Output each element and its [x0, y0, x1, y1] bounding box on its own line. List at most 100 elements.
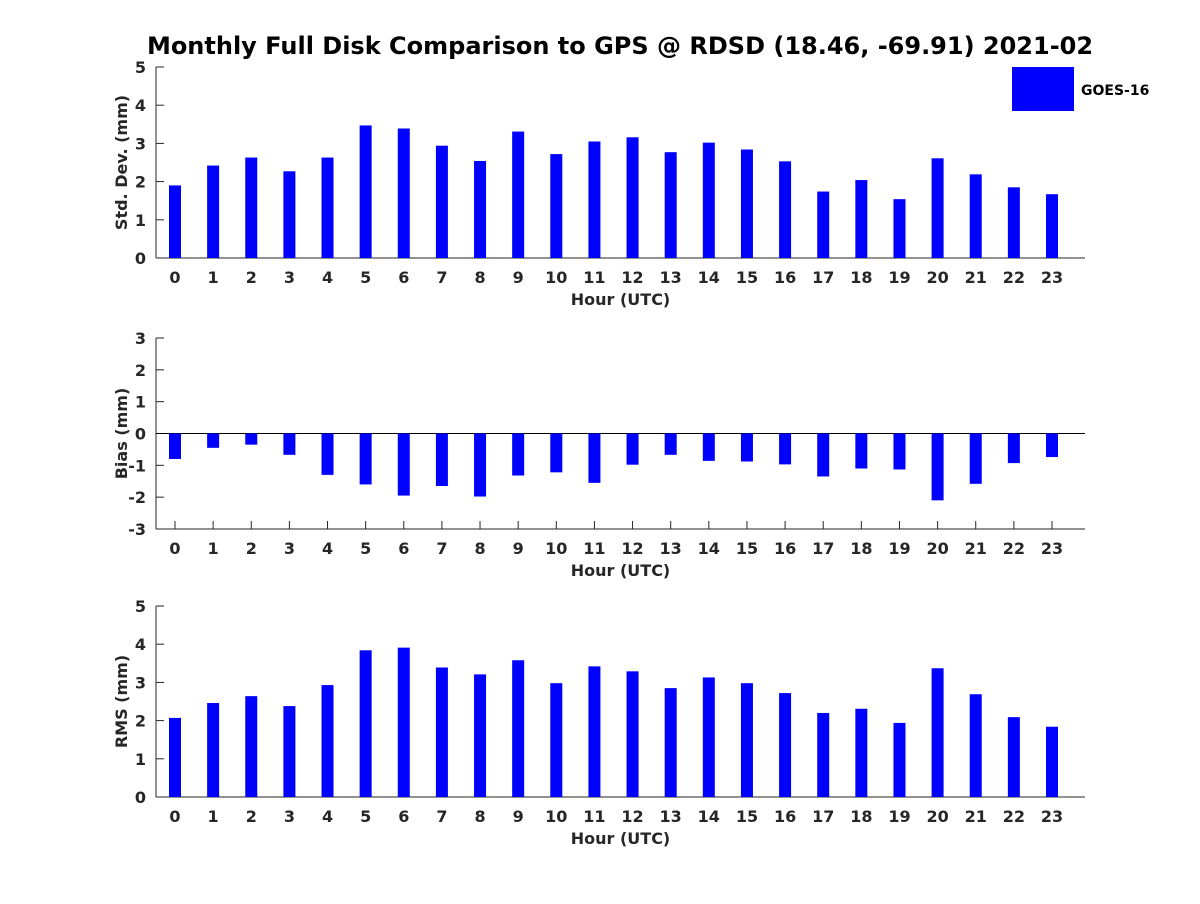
bar — [359, 433, 372, 485]
bar — [893, 433, 906, 470]
bar — [474, 433, 487, 497]
x-tick-label: 20 — [926, 268, 948, 287]
bar — [245, 433, 258, 445]
bar — [817, 191, 830, 258]
bar — [207, 703, 220, 797]
bar — [1007, 433, 1020, 464]
x-tick-label: 1 — [208, 807, 219, 826]
bar — [969, 433, 982, 484]
bar — [474, 674, 487, 797]
x-tick-label: 21 — [965, 807, 987, 826]
x-tick-label: 17 — [812, 807, 834, 826]
legend-label: GOES-16 — [1081, 83, 1149, 99]
x-tick-label: 14 — [698, 268, 720, 287]
bar — [359, 125, 372, 258]
bar — [550, 683, 563, 797]
y-tick-label: 1 — [135, 750, 146, 769]
x-tick-label: 15 — [736, 268, 758, 287]
x-tick-label: 23 — [1041, 539, 1063, 558]
x-tick-label: 3 — [284, 539, 295, 558]
bar — [855, 433, 868, 469]
bar — [626, 137, 639, 258]
bar — [931, 433, 944, 501]
x-tick-label: 14 — [698, 539, 720, 558]
x-tick-label: 21 — [965, 539, 987, 558]
y-tick-label: 4 — [135, 635, 146, 654]
bar — [1007, 717, 1020, 797]
y-tick-label: -3 — [128, 520, 146, 539]
x-tick-label: 4 — [322, 539, 333, 558]
x-tick-label: 2 — [246, 539, 257, 558]
y-axis-label: Bias (mm) — [112, 388, 131, 480]
bar — [435, 433, 448, 487]
bar — [702, 433, 715, 461]
bar — [169, 185, 181, 258]
x-tick-label: 5 — [360, 807, 371, 826]
x-tick-label: 13 — [660, 807, 682, 826]
legend: GOES-16 — [1012, 67, 1149, 111]
x-tick-label: 7 — [436, 268, 447, 287]
y-tick-label: 3 — [135, 329, 146, 348]
x-tick-label: 10 — [545, 539, 567, 558]
x-tick-label: 7 — [436, 539, 447, 558]
bar — [283, 706, 296, 797]
bar — [169, 717, 181, 797]
bar — [321, 685, 334, 797]
x-tick-label: 3 — [284, 268, 295, 287]
bar — [969, 174, 982, 258]
bar — [664, 688, 677, 797]
x-tick-label: 11 — [583, 807, 605, 826]
bar — [550, 433, 563, 473]
bar — [588, 666, 601, 797]
bar — [397, 433, 410, 496]
bar — [245, 696, 258, 797]
x-tick-label: 6 — [398, 807, 409, 826]
bar — [969, 694, 982, 797]
bar — [512, 660, 525, 797]
bar — [855, 708, 868, 797]
y-tick-label: 1 — [135, 393, 146, 412]
y-tick-label: -2 — [128, 488, 146, 507]
y-tick-label: 0 — [135, 249, 146, 268]
x-tick-label: 16 — [774, 539, 796, 558]
x-tick-label: 4 — [322, 807, 333, 826]
x-tick-label: 8 — [474, 539, 485, 558]
y-axis-label: Std. Dev. (mm) — [112, 95, 131, 230]
x-tick-label: 18 — [850, 539, 872, 558]
chart-title: Monthly Full Disk Comparison to GPS @ RD… — [147, 32, 1093, 60]
x-tick-label: 11 — [583, 268, 605, 287]
bar — [1007, 187, 1020, 258]
bar — [1045, 194, 1058, 258]
x-tick-label: 16 — [774, 807, 796, 826]
bar — [512, 433, 525, 476]
x-tick-label: 10 — [545, 807, 567, 826]
x-tick-label: 2 — [246, 807, 257, 826]
x-tick-label: 1 — [208, 539, 219, 558]
y-tick-label: -1 — [128, 456, 146, 475]
bar — [207, 165, 220, 258]
x-tick-label: 6 — [398, 268, 409, 287]
bar — [321, 433, 334, 475]
x-tick-label: 22 — [1003, 268, 1025, 287]
bar — [550, 154, 563, 258]
bar — [702, 677, 715, 797]
x-tick-label: 7 — [436, 807, 447, 826]
bar — [893, 722, 906, 797]
x-tick-label: 22 — [1003, 807, 1025, 826]
x-tick-label: 17 — [812, 539, 834, 558]
x-tick-label: 12 — [621, 268, 643, 287]
x-tick-label: 23 — [1041, 807, 1063, 826]
x-axis-label: Hour (UTC) — [571, 561, 671, 580]
bar — [588, 141, 601, 258]
x-tick-label: 19 — [888, 268, 910, 287]
x-tick-label: 13 — [660, 268, 682, 287]
bar — [931, 668, 944, 797]
x-tick-label: 8 — [474, 807, 485, 826]
bar — [817, 433, 830, 477]
x-tick-label: 5 — [360, 268, 371, 287]
